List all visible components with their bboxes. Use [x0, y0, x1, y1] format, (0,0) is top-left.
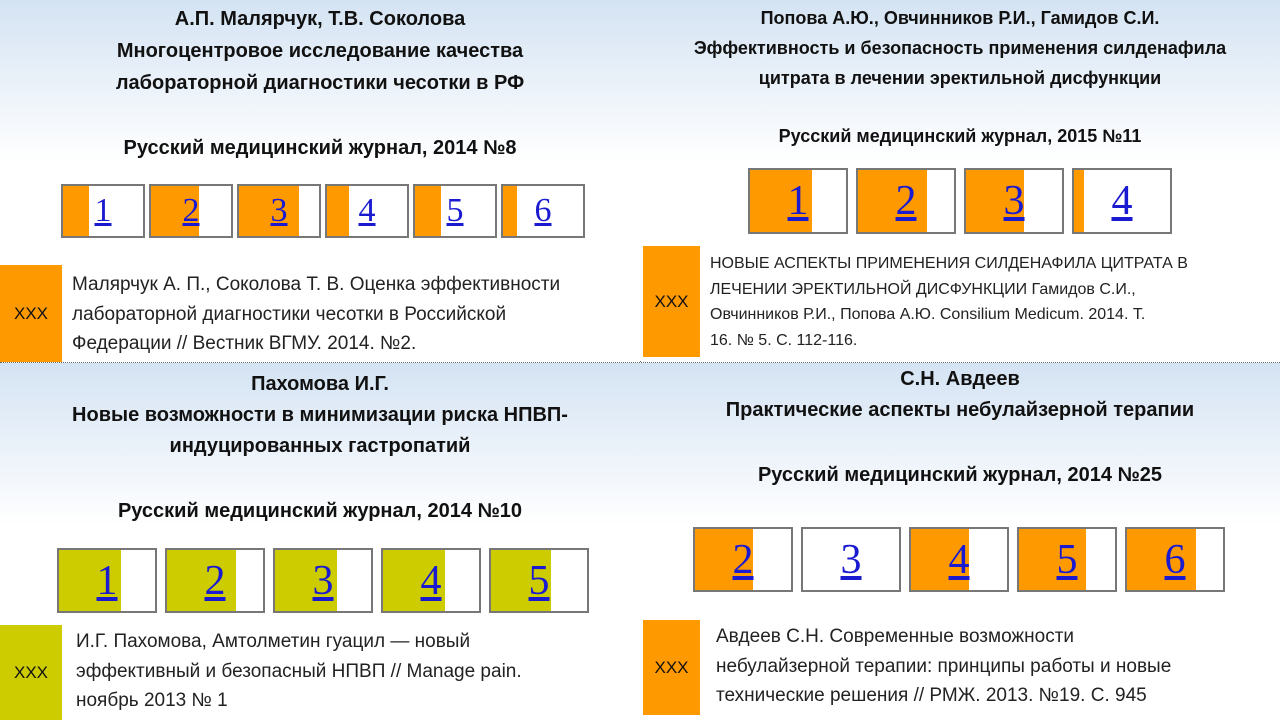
part-link[interactable]: 4 [1111, 178, 1133, 224]
progress-fill [1019, 529, 1087, 590]
progress-fill [966, 170, 1024, 232]
citation-line: эффективный и безопасный НПВП // Manage … [76, 660, 522, 682]
part-button: 1 [61, 184, 145, 238]
part-button: 4 [325, 184, 409, 238]
part-button: 2 [149, 184, 233, 238]
part-link[interactable]: 3 [1003, 178, 1025, 224]
title-line: Новые возможности в минимизации риска НП… [72, 404, 568, 426]
part-link[interactable]: 6 [534, 192, 552, 229]
part-link[interactable]: 2 [204, 557, 226, 604]
citation-line: небулайзерной терапии: принципы работы и… [716, 655, 1172, 677]
progress-fill [383, 550, 446, 611]
part-button: 1 [748, 168, 848, 234]
part-button: 3 [964, 168, 1064, 234]
part-link[interactable]: 6 [1164, 536, 1186, 583]
note-label: XXX [643, 620, 700, 715]
citation-line: технические решения // РМЖ. 2013. №19. С… [716, 685, 1147, 706]
progress-fill [327, 186, 350, 236]
part-link[interactable]: 5 [528, 557, 550, 604]
journal: Русский медицинский журнал, 2015 №11 [778, 126, 1142, 146]
part-button: 4 [1072, 168, 1172, 234]
journal: Русский медицинский журнал, 2014 №10 [117, 500, 523, 522]
progress-fill [151, 186, 199, 236]
part-link[interactable]: 3 [312, 557, 334, 604]
part-button: 6 [1125, 527, 1225, 592]
progress-fill [491, 550, 551, 611]
citation-line: Малярчук А. П., Соколова Т. В. Оценка эф… [72, 274, 561, 295]
title-line: Эффективность и безопасность применения … [693, 38, 1227, 58]
author: Пахомова И.Г. [251, 373, 389, 395]
part-button: 5 [413, 184, 497, 238]
citation-line: 16. № 5. С. 112-116. [710, 331, 858, 349]
author: А.П. Малярчук, Т.В. Соколова [174, 8, 466, 30]
panel [0, 0, 640, 360]
part-button: 1 [57, 548, 157, 613]
title-line: цитрата в лечении эректильной дисфункции [758, 68, 1162, 88]
citation-line: НОВЫЕ АСПЕКТЫ ПРИМЕНЕНИЯ СИЛДЕНАФИЛА ЦИТ… [710, 255, 1188, 272]
part-button: 5 [489, 548, 589, 613]
citation-line: И.Г. Пахомова, Амтолметин гуацил — новый [76, 631, 471, 652]
progress-fill [415, 186, 441, 236]
part-button: 3 [801, 527, 901, 592]
note-label: XXX [643, 246, 700, 357]
part-link[interactable]: 1 [96, 557, 118, 604]
panel [640, 0, 1280, 360]
citation-line: Авдеев С.Н. Современные возможности [716, 626, 1075, 647]
progress-fill [239, 186, 299, 236]
title-line: Многоцентровое исследование качества [116, 40, 524, 62]
divider [640, 0, 641, 720]
part-button: 3 [273, 548, 373, 613]
part-link[interactable]: 5 [1056, 536, 1078, 583]
progress-fill [503, 186, 518, 236]
note-label: XXX [0, 625, 62, 720]
progress-fill [275, 550, 338, 611]
progress-fill [750, 170, 813, 232]
citation-line: Федерации // Вестник ВГМУ. 2014. №2. [72, 333, 417, 354]
progress-fill [1074, 170, 1084, 232]
title-line: Практические аспекты небулайзерной терап… [725, 399, 1195, 421]
part-button: 2 [856, 168, 956, 234]
journal: Русский медицинский журнал, 2014 №8 [123, 137, 517, 159]
part-link[interactable]: 2 [182, 192, 200, 229]
part-link[interactable]: 4 [948, 536, 970, 583]
part-link[interactable]: 1 [787, 178, 809, 224]
part-link[interactable]: 3 [840, 536, 862, 583]
divider [0, 362, 1280, 363]
citation-line: ноябрь 2013 № 1 [76, 690, 228, 711]
part-link[interactable]: 4 [358, 192, 376, 229]
part-button: 6 [501, 184, 585, 238]
part-link[interactable]: 1 [94, 192, 112, 229]
part-link[interactable]: 5 [446, 192, 464, 229]
progress-fill [911, 529, 969, 590]
part-link[interactable]: 3 [270, 192, 288, 229]
author: С.Н. Авдеев [900, 368, 1020, 390]
citation-line: Овчинников Р.И., Попова А.Ю. Consilium M… [710, 306, 1146, 323]
part-link[interactable]: 4 [420, 557, 442, 604]
progress-fill [59, 550, 122, 611]
progress-fill [63, 186, 89, 236]
part-link[interactable]: 2 [895, 178, 917, 224]
citation-line: ЛЕЧЕНИИ ЭРЕКТИЛЬНОЙ ДИСФУНКЦИИ Гамидов С… [710, 280, 1136, 298]
journal: Русский медицинский журнал, 2014 №25 [757, 464, 1163, 486]
part-button: 5 [1017, 527, 1117, 592]
part-button: 2 [693, 527, 793, 592]
part-button: 2 [165, 548, 265, 613]
author: Попова А.Ю., Овчинников Р.И., Гамидов С.… [760, 8, 1160, 28]
progress-fill [695, 529, 753, 590]
progress-fill [1127, 529, 1197, 590]
progress-fill [167, 550, 237, 611]
panel [0, 363, 640, 723]
part-button: 3 [237, 184, 321, 238]
title-line: лабораторной диагностики чесотки в РФ [115, 72, 525, 94]
title-line: индуцированных гастропатий [169, 435, 471, 457]
progress-fill [858, 170, 928, 232]
part-button: 4 [381, 548, 481, 613]
part-button: 4 [909, 527, 1009, 592]
part-link[interactable]: 2 [732, 536, 754, 583]
citation-line: лабораторной диагностики чесотки в Росси… [72, 303, 507, 325]
note-label: XXX [0, 265, 62, 362]
